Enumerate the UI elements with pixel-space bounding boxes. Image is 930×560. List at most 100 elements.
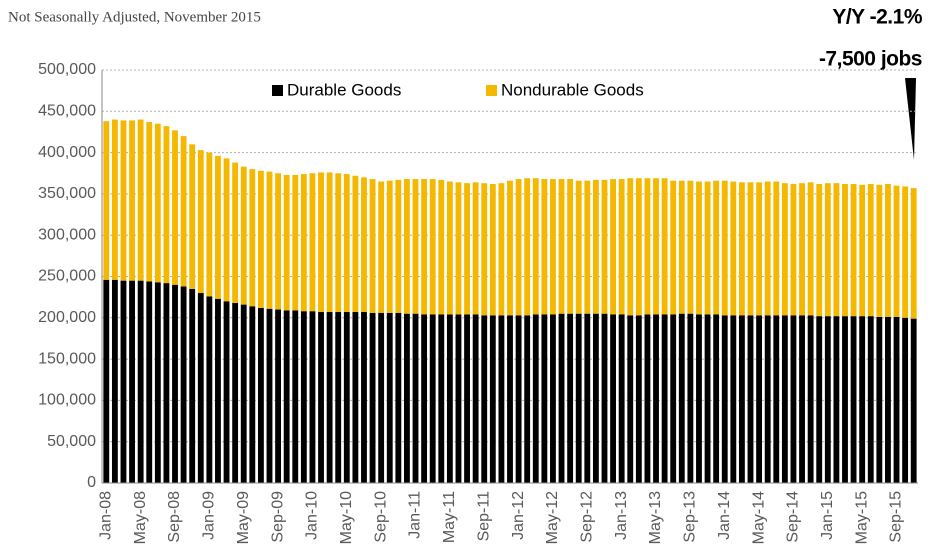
bar-segment bbox=[687, 313, 694, 483]
bar-segment bbox=[189, 144, 196, 289]
bar-segment bbox=[404, 179, 410, 314]
bar-segment bbox=[292, 310, 299, 483]
bar-segment bbox=[137, 280, 144, 483]
bar-segment bbox=[781, 315, 788, 483]
x-tick-label: Sep-14 bbox=[785, 491, 802, 543]
bar-segment bbox=[335, 173, 342, 313]
bar-segment bbox=[507, 315, 513, 483]
y-tick-label: 250,000 bbox=[38, 268, 96, 285]
bar-segment bbox=[850, 183, 857, 317]
bar-segment bbox=[223, 301, 230, 483]
bar-segment bbox=[446, 314, 453, 483]
bar-segment bbox=[833, 183, 840, 317]
bar-segment bbox=[318, 312, 324, 483]
bar-segment bbox=[550, 179, 556, 315]
bar-segment bbox=[489, 315, 496, 483]
bar-segment bbox=[292, 174, 299, 311]
bar-segment bbox=[378, 181, 385, 313]
bar-segment bbox=[361, 177, 367, 313]
x-tick-label: May-13 bbox=[647, 491, 664, 544]
bar-segment bbox=[627, 178, 634, 316]
bar-segment bbox=[318, 172, 324, 313]
bar-segment bbox=[455, 182, 462, 315]
bar-segment bbox=[120, 280, 127, 483]
bar-segment bbox=[129, 120, 135, 281]
bar-segment bbox=[532, 178, 539, 315]
x-tick-label: Jan-12 bbox=[510, 491, 527, 540]
bar-segment bbox=[893, 185, 900, 317]
bar-segment bbox=[610, 179, 616, 315]
bar-segment bbox=[575, 313, 582, 483]
bar-segment bbox=[146, 281, 153, 483]
bar-segment bbox=[790, 183, 797, 316]
bar-segment bbox=[429, 314, 436, 483]
bar-segment bbox=[472, 314, 479, 483]
bar-segment bbox=[163, 283, 170, 483]
y-tick-label: 100,000 bbox=[38, 392, 96, 409]
bar-segment bbox=[842, 316, 848, 483]
bar-segment bbox=[111, 279, 118, 483]
bar-segment bbox=[215, 298, 221, 483]
bar-segment bbox=[635, 178, 642, 316]
x-tick-label: May-12 bbox=[544, 491, 561, 544]
bar-segment bbox=[266, 171, 273, 309]
bar-segment bbox=[730, 181, 737, 316]
bar-segment bbox=[172, 284, 178, 483]
bar-segment bbox=[532, 314, 539, 483]
bar-segment bbox=[661, 178, 668, 315]
bar-segment bbox=[550, 314, 556, 483]
bar-segment bbox=[730, 315, 737, 483]
bar-segment bbox=[738, 182, 745, 316]
bar-segment bbox=[257, 307, 264, 483]
bar-segment bbox=[618, 179, 625, 315]
bar-segment bbox=[558, 313, 565, 483]
bar-segment bbox=[378, 312, 385, 483]
bar-segment bbox=[309, 311, 316, 483]
y-tick-label: 350,000 bbox=[38, 185, 96, 202]
bar-segment bbox=[524, 178, 531, 316]
bar-segment bbox=[833, 316, 840, 483]
bar-segment bbox=[842, 183, 848, 317]
y-tick-label: 50,000 bbox=[47, 433, 96, 450]
bar-segment bbox=[713, 314, 720, 483]
bar-segment bbox=[137, 119, 144, 281]
bar-segment bbox=[172, 130, 178, 285]
y-tick-label: 400,000 bbox=[38, 144, 96, 161]
bar-segment bbox=[773, 181, 780, 316]
bar-segment bbox=[240, 304, 247, 483]
bar-segment bbox=[644, 314, 651, 483]
bar-segment bbox=[206, 152, 213, 297]
x-tick-label: May-08 bbox=[132, 491, 149, 544]
bar-segment bbox=[824, 183, 831, 317]
bar-segment bbox=[369, 312, 376, 483]
bar-segment bbox=[498, 183, 505, 316]
bar-segment bbox=[120, 120, 127, 281]
bar-segment bbox=[361, 312, 367, 483]
bar-segment bbox=[489, 183, 496, 316]
bar-segment bbox=[154, 282, 161, 483]
bar-segment bbox=[893, 316, 900, 483]
bar-segment bbox=[764, 181, 771, 316]
bar-segment bbox=[472, 182, 479, 315]
x-tick-label: Sep-13 bbox=[682, 491, 699, 543]
bar-segment bbox=[343, 174, 350, 313]
x-tick-label: Jan-08 bbox=[98, 491, 115, 540]
bar-segment bbox=[515, 315, 522, 483]
bar-segment bbox=[764, 315, 771, 483]
bar-segment bbox=[910, 188, 917, 319]
bar-segment bbox=[541, 314, 548, 483]
x-tick-label: Sep-15 bbox=[888, 491, 905, 543]
bar-segment bbox=[197, 150, 204, 294]
bar-segment bbox=[781, 183, 788, 316]
bar-segment bbox=[558, 179, 565, 314]
bar-segment bbox=[610, 314, 616, 483]
bar-segment bbox=[816, 183, 823, 317]
y-tick-label: 0 bbox=[87, 474, 96, 491]
bar-segment bbox=[850, 316, 857, 483]
bar-segment bbox=[386, 312, 393, 483]
bar-segment bbox=[352, 175, 359, 313]
bar-segment bbox=[756, 315, 763, 483]
bar-segment bbox=[343, 312, 350, 483]
bar-segment bbox=[902, 317, 909, 483]
chart-subtitle: Not Seasonally Adjusted, November 2015 bbox=[8, 9, 261, 25]
